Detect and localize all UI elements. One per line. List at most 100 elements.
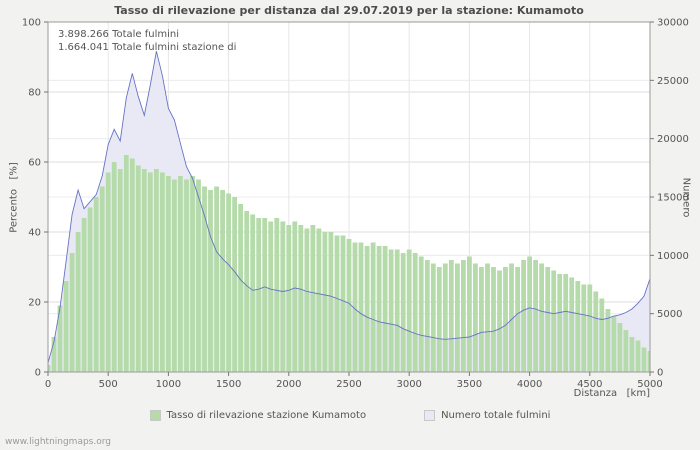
bar-detection-rate <box>539 263 544 372</box>
legend-label-total-lightning: Numero totale fulmini <box>441 410 551 421</box>
bar-detection-rate <box>274 218 280 372</box>
bar-detection-rate <box>322 232 328 372</box>
bar-detection-rate <box>214 186 219 372</box>
bar-detection-rate <box>442 263 448 372</box>
bar-detection-rate <box>448 260 454 372</box>
bar-detection-rate <box>461 260 466 372</box>
bar-detection-rate <box>105 172 111 372</box>
axis-tick-label-bottom: 2500 <box>336 379 361 390</box>
bar-detection-rate <box>123 155 129 372</box>
bar-detection-rate <box>172 179 177 372</box>
bar-detection-rate <box>117 169 123 372</box>
bar-detection-rate <box>473 263 478 372</box>
bar-detection-rate <box>623 330 629 372</box>
axis-tick-label-left: 60 <box>28 158 41 169</box>
bar-detection-rate <box>569 277 575 372</box>
bar-detection-rate <box>190 176 195 372</box>
bar-detection-rate <box>154 169 159 372</box>
bar-detection-rate <box>382 246 388 372</box>
axis-tick-label-left: 20 <box>28 298 41 309</box>
bar-detection-rate <box>593 291 599 372</box>
bar-detection-rate <box>400 253 406 372</box>
line-total-lightning <box>47 51 651 363</box>
bar-detection-rate <box>617 323 623 372</box>
axis-tick-label-bottom: 5000 <box>637 379 662 390</box>
bar-detection-rate <box>280 221 286 372</box>
bar-detection-rate <box>370 242 376 372</box>
bar-detection-rate <box>208 190 213 372</box>
bar-detection-rate <box>509 263 514 372</box>
bar-detection-rate <box>424 260 430 372</box>
axis-tick-label-right: 0 <box>657 368 663 379</box>
bar-detection-rate <box>244 211 250 372</box>
axis-tick-label-right: 20000 <box>657 134 689 145</box>
axis-tick-label-bottom: 3500 <box>457 379 482 390</box>
bar-detection-rate <box>238 204 243 372</box>
bar-detection-rate <box>551 270 557 372</box>
bar-detection-rate <box>93 197 99 372</box>
bar-detection-rate <box>292 221 298 372</box>
bar-detection-rate <box>647 351 650 372</box>
bar-detection-rate <box>268 221 274 372</box>
bar-detection-rate <box>135 165 141 372</box>
bar-detection-rate <box>388 249 394 372</box>
bar-detection-rate <box>575 281 581 372</box>
bar-detection-rate <box>286 225 292 372</box>
bar-detection-rate <box>406 249 412 372</box>
axis-tick-label-bottom: 2000 <box>276 379 301 390</box>
bar-detection-rate <box>346 239 352 372</box>
axis-tick-label-left: 100 <box>22 18 41 29</box>
bar-detection-rate <box>63 281 69 372</box>
bar-detection-rate <box>328 232 334 372</box>
bar-detection-rate <box>316 228 322 372</box>
legend-label-detection-rate: Tasso di rilevazione stazione Kumamoto <box>166 410 367 421</box>
bar-detection-rate <box>635 340 641 372</box>
x-axis-label: Distanza [km] <box>573 388 650 399</box>
bar-detection-rate <box>557 274 563 372</box>
bar-detection-rate <box>141 169 147 372</box>
bar-detection-rate <box>418 256 424 372</box>
bar-detection-rate <box>485 263 490 372</box>
bar-detection-rate <box>69 253 75 372</box>
bar-detection-rate <box>202 186 207 372</box>
bar-detection-rate <box>491 267 496 372</box>
axis-tick-label-bottom: 1000 <box>156 379 181 390</box>
bar-detection-rate <box>497 270 502 372</box>
bar-detection-rate <box>147 172 153 372</box>
bar-detection-rate <box>352 242 358 372</box>
bar-detection-rate <box>641 347 647 372</box>
bar-detection-rate <box>196 179 201 372</box>
bar-detection-rate <box>220 190 225 372</box>
axis-tick-label-bottom: 3000 <box>396 379 421 390</box>
bar-detection-rate <box>358 242 364 372</box>
axis-tick-label-right: 5000 <box>657 309 682 320</box>
bar-detection-rate <box>521 260 526 372</box>
legend-item-total-lightning: Numero totale fulmini <box>424 410 550 421</box>
bar-detection-rate <box>184 179 189 372</box>
bar-detection-rate <box>310 225 316 372</box>
bar-detection-rate <box>250 214 256 372</box>
bar-detection-rate <box>611 316 617 372</box>
bar-detection-rate <box>226 193 231 372</box>
bar-detection-rate <box>629 337 635 372</box>
bar-detection-rate <box>376 246 382 372</box>
bar-detection-rate <box>166 176 171 372</box>
bar-detection-rate <box>605 309 611 372</box>
bar-detection-rate <box>48 365 51 372</box>
bar-detection-rate <box>81 218 87 372</box>
bar-detection-rate <box>394 249 400 372</box>
site-watermark: www.lightningmaps.org <box>5 437 111 447</box>
axis-tick-label-left: 40 <box>28 228 41 239</box>
bar-detection-rate <box>599 298 605 372</box>
bar-detection-rate <box>527 256 532 372</box>
bar-detection-rate <box>533 260 538 372</box>
bar-detection-rate <box>87 207 93 372</box>
legend: Tasso di rilevazione stazione Kumamoto N… <box>0 410 700 421</box>
bar-detection-rate <box>515 267 520 372</box>
annotation-station-lightning: 1.664.041 Totale fulmini stazione di <box>58 42 237 53</box>
bar-detection-rate <box>479 267 484 372</box>
axis-tick-label-bottom: 1500 <box>216 379 241 390</box>
bar-detection-rate <box>340 235 346 372</box>
axis-tick-label-right: 25000 <box>657 76 689 87</box>
